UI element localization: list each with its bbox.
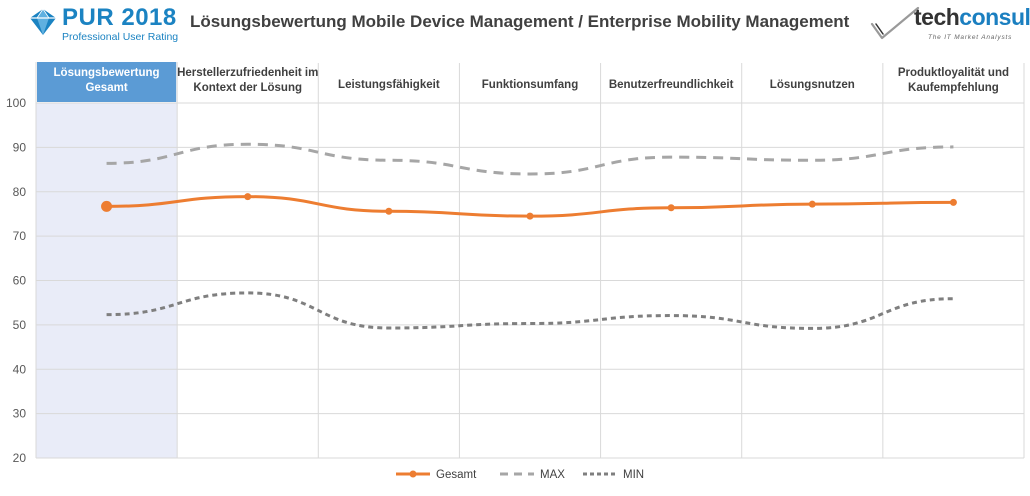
diamond-icon	[30, 8, 56, 35]
highlight-header	[37, 62, 177, 102]
category-label: Herstellerzufriedenheit im	[177, 67, 318, 79]
category-label: Lösungsnutzen	[770, 79, 855, 91]
data-point-gesamt	[949, 198, 957, 206]
pur-title: PUR 2018	[62, 4, 177, 31]
brand-tagline: The IT Market Analysts	[928, 34, 1013, 41]
category-label: Lösungsbewertung	[54, 67, 160, 79]
data-point-gesamt	[244, 193, 252, 201]
brand-name-consult: consult	[959, 4, 1030, 30]
brand-name-tech: tech	[914, 4, 960, 30]
y-tick-label: 80	[13, 185, 27, 199]
line-chart: 20 30 40 50 60 70 80 90 100 Lösungsbewertung Gesam…	[6, 62, 1025, 481]
legend-marker	[409, 470, 417, 478]
pur-subtitle: Professional User Rating	[62, 31, 179, 43]
category-label: Gesamt	[85, 82, 127, 94]
y-tick-label: 90	[13, 140, 27, 154]
data-point-gesamt	[385, 207, 393, 215]
pur-logo: PUR 2018 Professional User Rating	[28, 4, 188, 43]
legend-label: MAX	[540, 469, 565, 481]
y-tick-label: 60	[13, 274, 27, 288]
series-line-min	[106, 291, 954, 330]
category-label: Funktionsumfang	[482, 79, 578, 91]
brand-name: techconsult	[914, 4, 1030, 31]
category-label: Kontext der Lösung	[193, 82, 302, 94]
legend-label: MIN	[623, 469, 644, 481]
techconsult-logo: techconsult The IT Market Analysts	[870, 4, 1030, 48]
series-line-max	[106, 142, 954, 176]
category-label: Produktloyalität und	[898, 67, 1009, 79]
y-tick-label: 50	[13, 318, 27, 332]
y-tick-label: 100	[6, 96, 26, 110]
checkmark-icon	[870, 6, 920, 40]
category-label: Kaufempfehlung	[908, 82, 999, 94]
data-point-gesamt	[667, 204, 675, 212]
legend-label: Gesamt	[436, 469, 477, 481]
y-tick-label: 40	[13, 362, 27, 376]
header: PUR 2018 Professional User Rating Lösung…	[0, 0, 1030, 56]
category-label: Benutzerfreundlichkeit	[609, 79, 734, 91]
data-point-gesamt	[526, 212, 534, 220]
y-tick-label: 30	[13, 407, 27, 421]
y-tick-label: 20	[13, 451, 27, 465]
data-point-gesamt	[808, 200, 816, 208]
y-tick-label: 70	[13, 229, 27, 243]
data-point-gesamt	[101, 200, 113, 212]
chart-area: 20 30 40 50 60 70 80 90 100 Lösungsbewertung Gesam…	[0, 56, 1030, 491]
page-title: Lösungsbewertung Mobile Device Managemen…	[190, 12, 850, 31]
category-label: Leistungsfähigkeit	[338, 79, 440, 91]
